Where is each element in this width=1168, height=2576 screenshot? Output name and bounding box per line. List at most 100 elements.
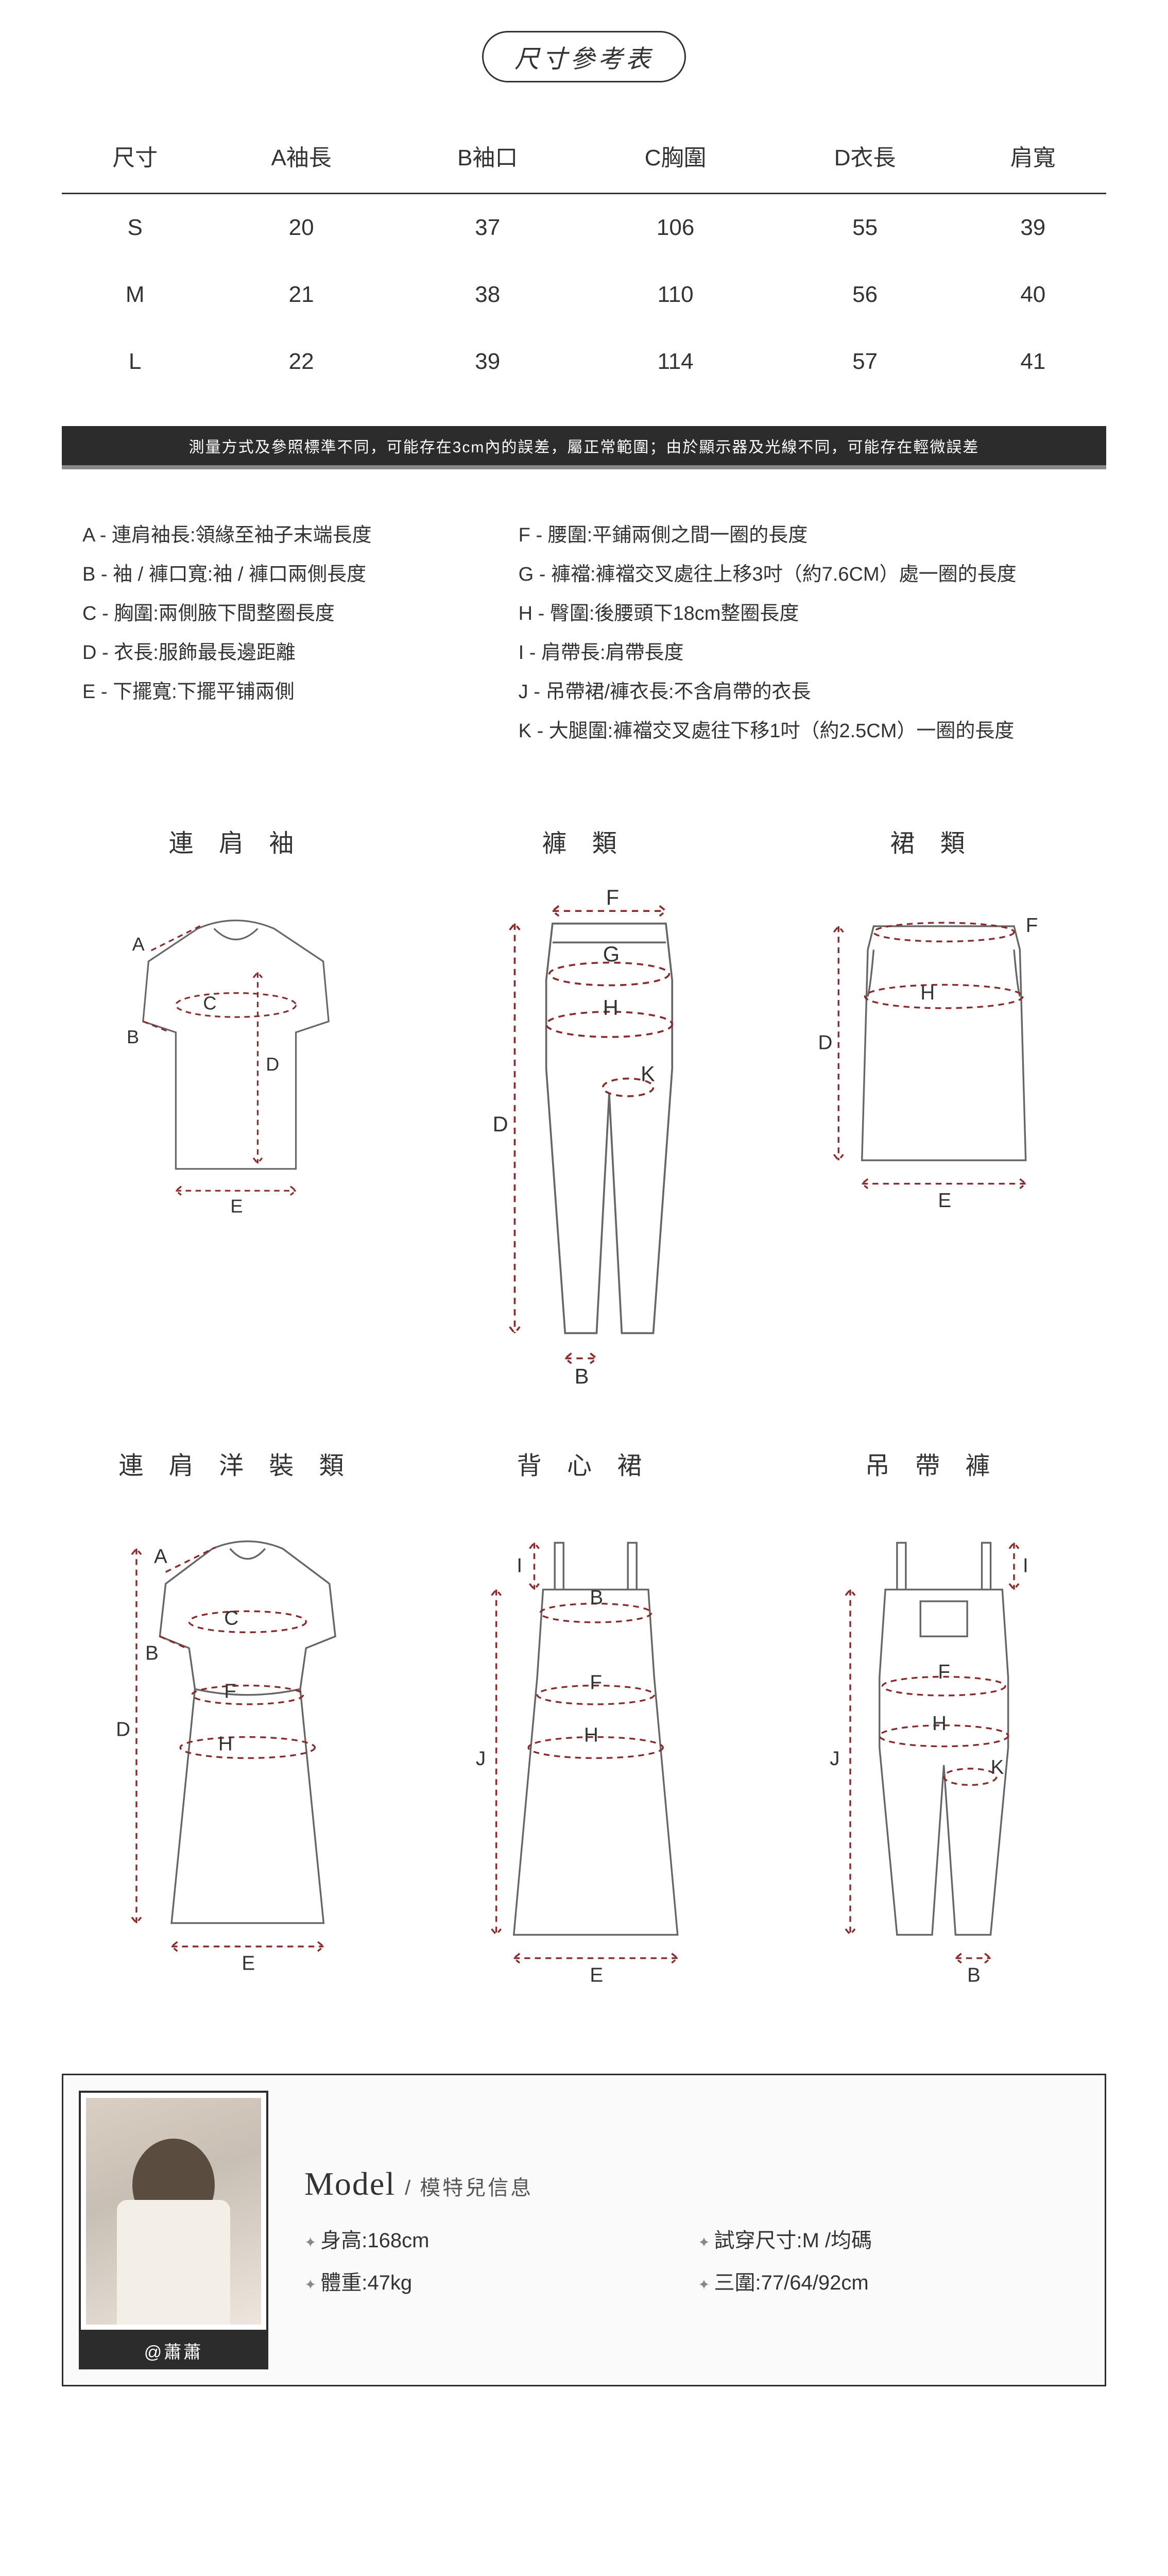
size-table-cell: 57 — [770, 328, 960, 395]
diagram-title: 連 肩 洋 裝 類 — [72, 1445, 400, 1481]
svg-text:C: C — [203, 992, 216, 1013]
model-heading-zh: 模特兒信息 — [420, 2171, 533, 2201]
size-table-cell: 114 — [581, 328, 770, 395]
model-heading-slash: / — [405, 2177, 410, 2200]
size-table-cell: 40 — [960, 261, 1106, 328]
svg-text:J: J — [830, 1748, 839, 1770]
model-stat: 三圍:77/64/92cm — [698, 2266, 1089, 2296]
legend-item: A - 連肩袖長:領緣至袖子末端長度 — [82, 516, 488, 555]
svg-text:I: I — [517, 1554, 522, 1577]
svg-text:H: H — [920, 982, 935, 1004]
diagram-pants: 褲 類 F G H K D B — [420, 823, 748, 1399]
legend-item: D - 衣長:服飾最長邊距離 — [82, 633, 488, 672]
size-table-cell: 110 — [581, 261, 770, 328]
model-section: @蕭蕭 Model / 模特兒信息 身高:168cm 試穿尺寸:M /均碼體重:4… — [62, 2074, 1106, 2386]
model-stat: 體重:47kg — [304, 2266, 646, 2296]
svg-text:B: B — [145, 1642, 159, 1665]
svg-text:D: D — [493, 1112, 508, 1136]
model-stats: 身高:168cm 試穿尺寸:M /均碼體重:47kg 三圍:77/64/92cm — [304, 2224, 1089, 2296]
svg-text:B: B — [590, 1587, 603, 1609]
diagram-grid: 連 肩 袖ABCDE褲 類FGHKDB裙 類FHDE連 肩 洋 裝 類ABCFH… — [62, 823, 1106, 2002]
legend-section: A - 連肩袖長:領緣至袖子末端長度B - 袖 / 褲口寬:袖 / 褲口兩側長度… — [62, 516, 1106, 751]
legend-item: I - 肩帶長:肩帶長度 — [519, 633, 1086, 672]
size-table-header: 尺寸 — [62, 118, 208, 194]
size-table-header: A袖長 — [208, 118, 394, 194]
svg-text:C: C — [224, 1607, 238, 1629]
diagram-svg: F G H K D B — [420, 879, 748, 1396]
svg-text:F: F — [606, 885, 619, 909]
size-table-cell: S — [62, 194, 208, 262]
svg-text:G: G — [603, 942, 620, 966]
size-table: 尺寸A袖長B袖口C胸圍D衣長肩寬 S20371065539M2138110564… — [62, 118, 1106, 395]
size-table-row: S20371065539 — [62, 194, 1106, 262]
model-heading-en: Model — [304, 2165, 396, 2203]
diagram-svg: ABCFHDE — [72, 1502, 400, 1988]
svg-text:B: B — [967, 1964, 981, 1986]
model-handle: @蕭蕭 — [79, 2332, 268, 2369]
size-table-header: C胸圍 — [581, 118, 770, 194]
svg-text:B: B — [127, 1026, 139, 1047]
model-heading: Model / 模特兒信息 — [304, 2165, 1089, 2203]
size-table-cell: 20 — [208, 194, 394, 262]
legend-item: E - 下擺寬:下擺平铺兩側 — [82, 672, 488, 711]
size-table-cell: 55 — [770, 194, 960, 262]
svg-text:F: F — [938, 1661, 950, 1683]
diagram-title: 連 肩 袖 — [72, 823, 400, 859]
diagram-title: 褲 類 — [420, 823, 748, 859]
size-table-cell: 39 — [394, 328, 581, 395]
model-stat: 身高:168cm — [304, 2224, 646, 2253]
size-table-cell: L — [62, 328, 208, 395]
title-section: 尺寸參考表 — [62, 31, 1106, 82]
model-stat: 試穿尺寸:M /均碼 — [698, 2224, 1089, 2253]
size-table-cell: 39 — [960, 194, 1106, 262]
svg-text:A: A — [154, 1546, 167, 1568]
svg-text:B: B — [575, 1364, 589, 1388]
legend-column-right: F - 腰圍:平鋪兩側之間一圈的長度G - 褲襠:褲襠交叉處往上移3吋（約7.6… — [519, 516, 1086, 751]
diagram-skirt: 裙 類FHDE — [768, 823, 1096, 1399]
diagram-title: 吊 帶 褲 — [768, 1445, 1096, 1481]
model-photo-block: @蕭蕭 — [79, 2091, 268, 2369]
svg-text:D: D — [266, 1054, 279, 1075]
diagram-camidress: 背 心 裙IBFHJE — [420, 1445, 748, 2002]
model-photo-frame — [79, 2091, 268, 2332]
svg-text:H: H — [603, 995, 619, 1020]
svg-text:E: E — [230, 1196, 243, 1217]
legend-item: K - 大腿圍:褲襠交叉處往下移1吋（約2.5CM）一圈的長度 — [519, 711, 1086, 751]
model-photo — [86, 2098, 261, 2325]
size-table-cell: 21 — [208, 261, 394, 328]
size-table-cell: M — [62, 261, 208, 328]
size-table-header: 肩寬 — [960, 118, 1106, 194]
diagram-title: 背 心 裙 — [420, 1445, 748, 1481]
diagram-svg: IBFHJE — [420, 1502, 748, 1999]
size-table-cell: 22 — [208, 328, 394, 395]
svg-text:D: D — [116, 1718, 130, 1740]
measurement-note: 測量方式及參照標準不同，可能存在3cm內的誤差，屬正常範圍；由於顯示器及光線不同… — [62, 426, 1106, 469]
legend-item: C - 胸圍:兩側腋下間整圈長度 — [82, 594, 488, 633]
svg-text:K: K — [641, 1061, 655, 1086]
size-table-cell: 38 — [394, 261, 581, 328]
svg-text:E: E — [938, 1190, 951, 1212]
legend-item: J - 吊帶裙/褲衣長:不含肩帶的衣長 — [519, 672, 1086, 711]
size-table-row: L22391145741 — [62, 328, 1106, 395]
size-table-cell: 106 — [581, 194, 770, 262]
diagram-title: 裙 類 — [768, 823, 1096, 859]
svg-text:E: E — [590, 1964, 603, 1986]
diagram-svg: I F H K J B — [768, 1502, 1096, 1999]
diagram-svg: A B C D E — [72, 879, 400, 1229]
diagram-rdress: 連 肩 洋 裝 類ABCFHDE — [72, 1445, 400, 2002]
svg-text:H: H — [932, 1713, 947, 1735]
size-table-cell: 41 — [960, 328, 1106, 395]
diagram-raglan: 連 肩 袖 A B C D E — [72, 823, 400, 1399]
diagram-svg: FHDE — [768, 879, 1096, 1230]
model-info: Model / 模特兒信息 身高:168cm 試穿尺寸:M /均碼體重:47kg 三… — [304, 2165, 1089, 2296]
legend-item: B - 袖 / 褲口寬:袖 / 褲口兩側長度 — [82, 555, 488, 594]
page-title: 尺寸參考表 — [482, 31, 686, 82]
svg-text:H: H — [218, 1733, 233, 1755]
legend-column-left: A - 連肩袖長:領緣至袖子末端長度B - 袖 / 褲口寬:袖 / 褲口兩側長度… — [82, 516, 488, 751]
svg-text:H: H — [584, 1724, 598, 1747]
svg-text:D: D — [818, 1031, 833, 1054]
svg-text:K: K — [991, 1756, 1004, 1778]
svg-text:I: I — [1023, 1554, 1028, 1577]
svg-text:A: A — [132, 934, 145, 955]
svg-text:E: E — [242, 1952, 255, 1974]
